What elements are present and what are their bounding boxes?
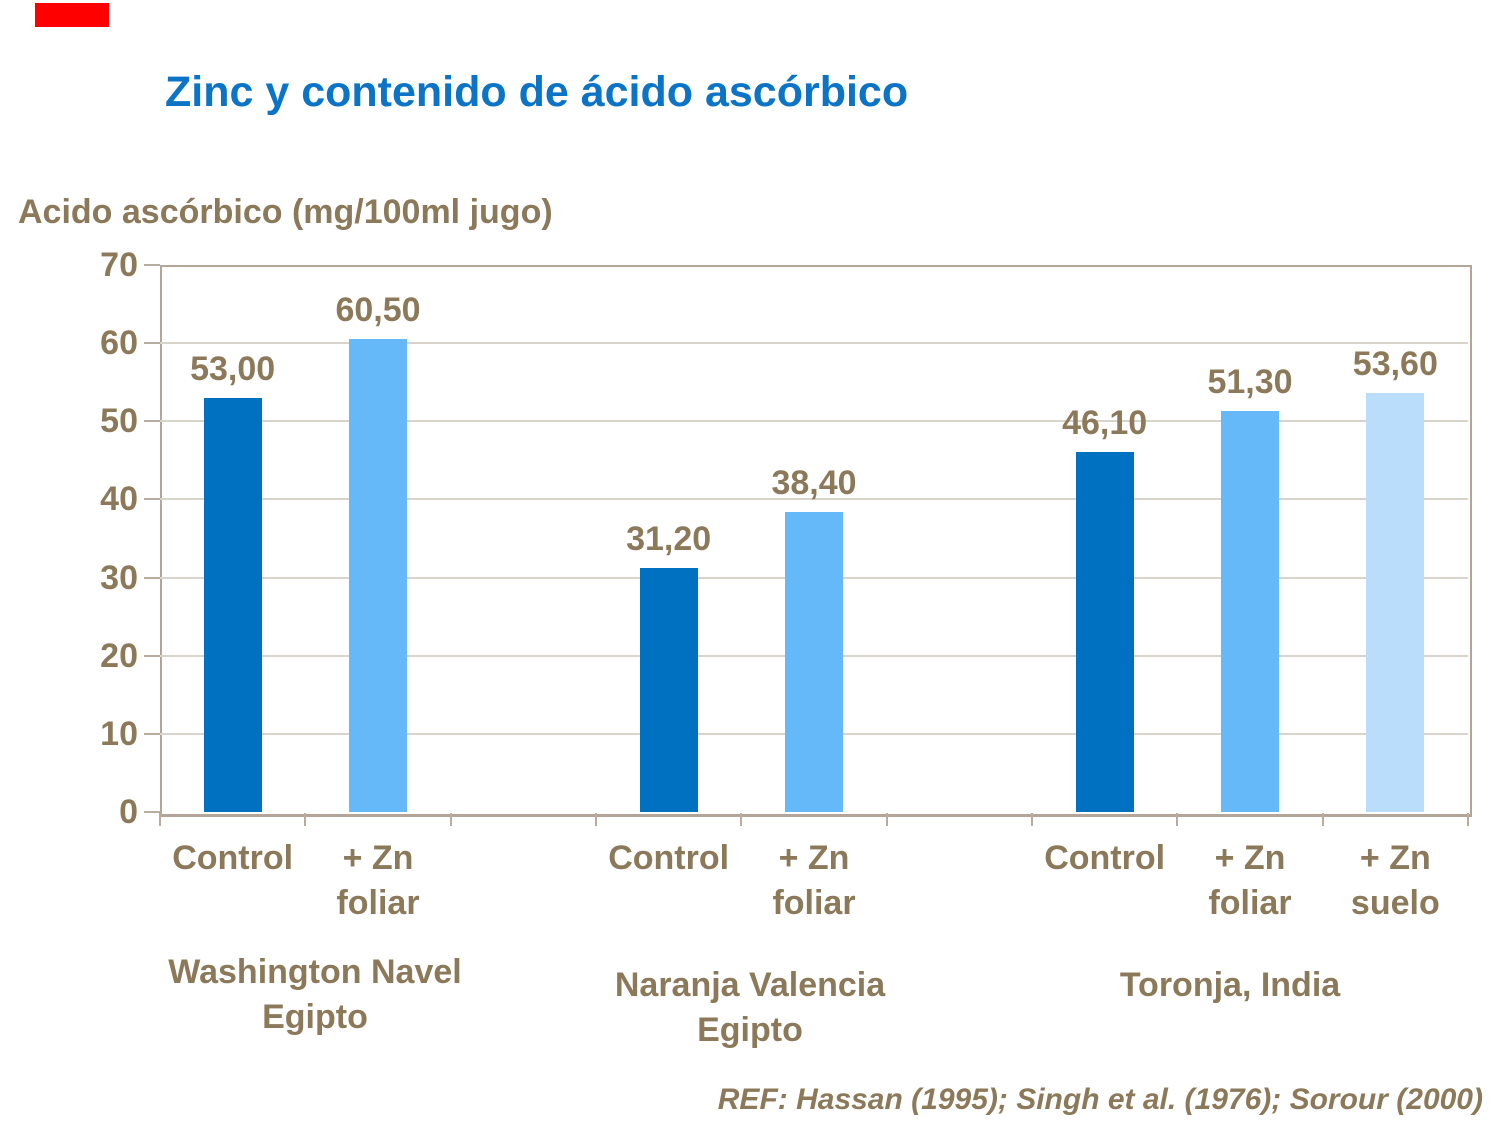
y-axis-tick	[144, 264, 160, 266]
bar	[785, 511, 843, 812]
bar	[1075, 451, 1134, 812]
category-label: + Zn foliar	[1208, 839, 1292, 922]
y-tick-label: 60	[100, 324, 138, 363]
y-tick-label: 0	[119, 793, 138, 831]
x-axis-tick	[1467, 813, 1469, 826]
x-axis-tick	[449, 813, 452, 826]
bar-value-label: 60,50	[335, 291, 421, 330]
y-gridline	[160, 498, 1468, 501]
bar-value-label: 53,60	[1352, 345, 1438, 384]
y-axis-tick	[144, 420, 160, 423]
category-label: + Zn foliar	[336, 839, 420, 922]
x-axis-tick	[740, 813, 743, 826]
red-accent-bar	[35, 3, 109, 27]
category-label: Control	[608, 839, 730, 877]
y-axis-tick	[144, 342, 160, 345]
x-axis-tick	[1031, 813, 1033, 826]
x-axis-tick	[304, 813, 307, 826]
category-label: + Zn suelo	[1350, 839, 1440, 922]
bar-value-label: 31,20	[626, 520, 712, 559]
y-axis-title: Acido ascórbico (mg/100ml jugo)	[18, 193, 553, 231]
y-tick-label: 50	[100, 402, 138, 441]
x-axis-tick	[1176, 813, 1179, 826]
bar	[1366, 393, 1425, 812]
group-label: Washington Navel Egipto	[168, 953, 462, 1036]
y-axis-tick	[144, 811, 160, 813]
y-gridline	[160, 420, 1468, 423]
category-label: + Zn foliar	[772, 839, 856, 922]
category-label: Control	[172, 839, 294, 877]
y-tick-label: 40	[100, 480, 138, 519]
bar	[639, 568, 698, 812]
bar	[1221, 411, 1279, 812]
y-axis-tick	[144, 654, 160, 657]
y-gridline	[160, 342, 1468, 345]
x-axis-tick	[885, 813, 888, 826]
y-tick-label: 30	[100, 558, 138, 597]
page-title: Zinc y contenido de ácido ascórbico	[165, 68, 909, 116]
bar-value-label: 38,40	[771, 463, 857, 502]
y-axis-tick	[144, 498, 160, 501]
x-axis-tick	[159, 813, 161, 826]
x-axis-tick	[595, 813, 597, 826]
y-tick-label: 70	[100, 246, 138, 284]
group-label: Toronja, India	[1119, 966, 1341, 1004]
reference-citation: REF: Hassan (1995); Singh et al. (1976);…	[717, 1083, 1483, 1116]
group-label: Naranja Valencia Egipto	[614, 966, 886, 1049]
bar-value-label: 51,30	[1207, 363, 1293, 402]
bar-value-label: 46,10	[1062, 403, 1148, 442]
y-tick-label: 10	[100, 714, 138, 753]
y-axis-tick	[144, 576, 160, 579]
category-label: Control	[1044, 839, 1166, 877]
bar-value-label: 53,00	[190, 349, 276, 388]
bar	[203, 397, 262, 812]
y-tick-label: 20	[100, 636, 138, 675]
y-axis-tick	[144, 732, 160, 735]
bar	[349, 339, 407, 812]
x-axis-tick	[1321, 813, 1324, 826]
